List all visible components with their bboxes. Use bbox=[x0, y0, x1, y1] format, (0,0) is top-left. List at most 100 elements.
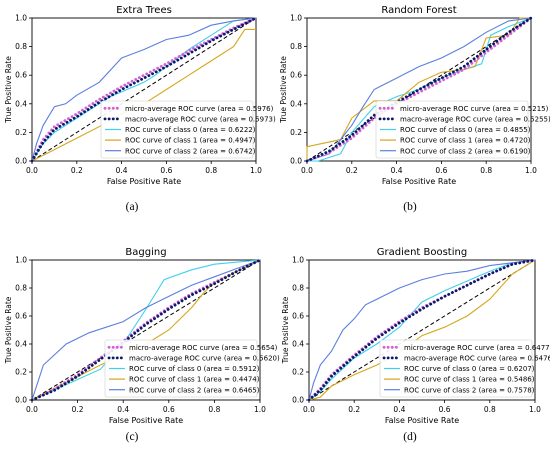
legend-label: ROC curve of class 1 (area = 0.5486) bbox=[404, 376, 535, 384]
y-tick-label: 0.2 bbox=[292, 368, 304, 377]
x-tick-label: 1.0 bbox=[529, 405, 541, 414]
y-tick-label: 0.2 bbox=[15, 368, 27, 377]
y-tick-label: 0.0 bbox=[292, 396, 304, 405]
roc-curve-series-1 bbox=[307, 258, 537, 402]
chance-line bbox=[31, 259, 261, 401]
x-tick-label: 0.2 bbox=[72, 405, 84, 414]
legend-label: ROC curve of class 0 (area = 0.4855) bbox=[400, 126, 531, 134]
roc-curve-series-2 bbox=[307, 17, 532, 162]
legend-label: macro-average ROC curve (area = 0.5973) bbox=[125, 116, 276, 124]
chart-panel: Bagging 0.0 0.2 0.4 0.6 0.8 1.0 0.0 0.2 0.4 0.6 0.8… bbox=[4, 247, 280, 443]
chance-line bbox=[308, 259, 536, 401]
y-tick-label: 0.0 bbox=[15, 157, 27, 166]
roc-curve-series-1 bbox=[305, 16, 533, 163]
panel-caption: (d) bbox=[403, 431, 417, 443]
chart-panel: Gradient Boosting 0.0 0.2 0.4 0.6 0.8 1.0 0.0 0.… bbox=[281, 247, 550, 443]
y-tick-label: 0.6 bbox=[290, 71, 302, 80]
roc-curve-series-3 bbox=[306, 17, 531, 161]
x-tick-label: 0.6 bbox=[163, 405, 175, 414]
x-tick-label: 1.0 bbox=[254, 405, 266, 414]
x-axis-label: False Positive Rate bbox=[382, 177, 456, 186]
roc-curve-series-0 bbox=[305, 16, 533, 163]
y-tick-label: 0.2 bbox=[15, 128, 27, 137]
legend-label: ROC curve of class 2 (area = 0.6742) bbox=[125, 147, 256, 155]
legend-label: ROC curve of class 0 (area = 0.5912) bbox=[129, 365, 260, 373]
legend-label: ROC curve of class 1 (area = 0.4947) bbox=[125, 137, 256, 145]
x-tick-label: 0.4 bbox=[391, 166, 403, 175]
chart-title: Bagging bbox=[125, 247, 166, 258]
x-tick-label: 0.6 bbox=[160, 166, 172, 175]
y-axis-label: True Positive Rate bbox=[4, 296, 13, 364]
chart-panel: Random Forest 0.0 0.2 0.4 0.6 0.8 1.0 0.0 0.2 0.4… bbox=[279, 5, 550, 213]
x-tick-label: 1.0 bbox=[525, 166, 537, 175]
x-tick-label: 0.0 bbox=[26, 166, 38, 175]
y-tick-label: 0.4 bbox=[15, 340, 27, 349]
chart-title: Gradient Boosting bbox=[377, 247, 467, 258]
chart-title: Extra Trees bbox=[116, 5, 172, 16]
x-axis-label: False Positive Rate bbox=[109, 416, 183, 425]
chart-title: Random Forest bbox=[381, 5, 456, 16]
roc-curve-series-2 bbox=[31, 17, 257, 162]
roc-curve-series-3 bbox=[31, 28, 256, 162]
x-tick-label: 0.8 bbox=[205, 166, 217, 175]
legend bbox=[375, 100, 529, 159]
panel-caption: (b) bbox=[403, 201, 417, 213]
legend-label: micro-average ROC curve (area = 0.6477) bbox=[404, 344, 550, 352]
panel-caption: (a) bbox=[126, 201, 139, 213]
x-tick-label: 0.2 bbox=[346, 166, 358, 175]
roc-curve-series-2 bbox=[31, 259, 261, 401]
y-tick-label: 0.0 bbox=[15, 396, 27, 405]
legend bbox=[100, 100, 254, 159]
legend-label: macro-average ROC curve (area = 0.5255) bbox=[400, 116, 550, 124]
legend bbox=[379, 339, 533, 398]
y-tick-label: 1.0 bbox=[290, 14, 302, 23]
y-tick-label: 1.0 bbox=[292, 256, 304, 265]
y-tick-label: 0.6 bbox=[15, 71, 27, 80]
x-tick-label: 0.8 bbox=[484, 405, 496, 414]
legend-label: ROC curve of class 1 (area = 0.4720) bbox=[400, 137, 531, 145]
legend-label: ROC curve of class 0 (area = 0.6207) bbox=[404, 365, 535, 373]
legend-label: micro-average ROC curve (area = 0.5215) bbox=[400, 105, 549, 113]
x-axis-label: False Positive Rate bbox=[107, 177, 181, 186]
roc-curve-series-2 bbox=[308, 259, 536, 401]
y-tick-label: 1.0 bbox=[15, 14, 27, 23]
x-tick-label: 0.2 bbox=[71, 166, 83, 175]
y-tick-label: 0.6 bbox=[15, 312, 27, 321]
y-tick-label: 0.4 bbox=[292, 340, 304, 349]
legend-label: ROC curve of class 1 (area = 0.4474) bbox=[129, 376, 260, 384]
x-tick-label: 0.6 bbox=[439, 405, 451, 414]
legend-label: macro-average ROC curve (area = 0.6476) bbox=[404, 355, 550, 363]
legend bbox=[104, 339, 258, 398]
roc-curve-series-4 bbox=[306, 17, 532, 162]
panel-caption: (c) bbox=[126, 431, 139, 443]
y-axis-label: True Positive Rate bbox=[4, 56, 13, 124]
y-tick-label: 0.6 bbox=[292, 312, 304, 321]
y-tick-label: 0.2 bbox=[290, 128, 302, 137]
y-tick-label: 0.8 bbox=[15, 42, 27, 51]
x-tick-label: 0.4 bbox=[393, 405, 405, 414]
x-tick-label: 0.8 bbox=[208, 405, 220, 414]
y-tick-label: 1.0 bbox=[15, 256, 27, 265]
legend-label: micro-average ROC curve (area = 0.5976) bbox=[125, 105, 274, 113]
y-tick-label: 0.8 bbox=[15, 284, 27, 293]
roc-curve-series-4 bbox=[31, 17, 257, 162]
x-tick-label: 0.4 bbox=[117, 405, 129, 414]
chart-panel: Extra Trees 0.0 0.2 0.4 0.6 0.8 1.0 0.0 0.2 0.4 0.… bbox=[4, 5, 276, 213]
legend-label: macro-average ROC curve (area = 0.5620) bbox=[129, 355, 280, 363]
x-tick-label: 1.0 bbox=[250, 166, 262, 175]
chance-line bbox=[31, 17, 257, 162]
x-tick-label: 0.8 bbox=[480, 166, 492, 175]
y-tick-label: 0.8 bbox=[292, 284, 304, 293]
x-tick-label: 0.4 bbox=[116, 166, 128, 175]
y-tick-label: 0.0 bbox=[290, 157, 302, 166]
x-tick-label: 0.6 bbox=[435, 166, 447, 175]
legend-label: ROC curve of class 2 (area = 0.6465) bbox=[129, 386, 260, 394]
x-tick-label: 0.0 bbox=[303, 405, 315, 414]
x-tick-label: 0.0 bbox=[26, 405, 38, 414]
y-axis-label: True Positive Rate bbox=[281, 296, 290, 364]
roc-curve-series-0 bbox=[30, 16, 258, 163]
y-tick-label: 0.4 bbox=[290, 99, 302, 108]
legend-label: micro-average ROC curve (area = 0.5654) bbox=[129, 344, 278, 352]
roc-curve-series-1 bbox=[30, 258, 262, 402]
